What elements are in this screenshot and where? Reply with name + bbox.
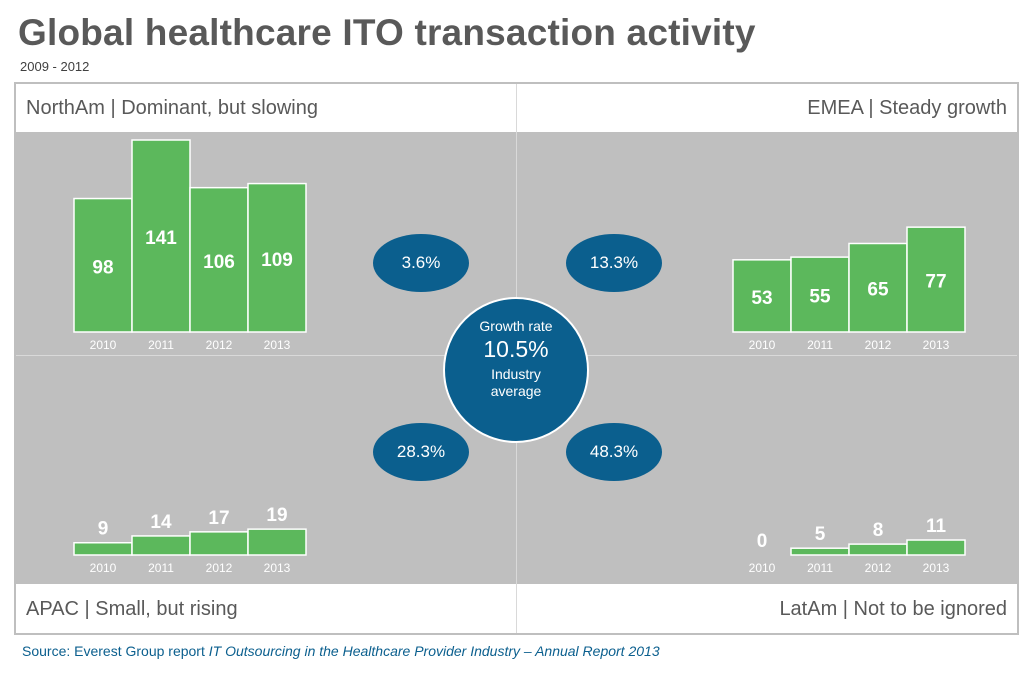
value-label-2013: 11 [926,516,947,537]
value-label-2013: 19 [266,505,287,526]
category-label-2013: 2013 [923,561,950,575]
value-label-2010: 98 [92,257,113,278]
average-label: average [490,383,542,399]
value-label-2010: 9 [98,519,109,540]
bar-2012 [189,531,249,556]
value-label-2012: 8 [873,520,884,541]
value-label-2011: 141 [145,228,177,249]
category-label-2012: 2012 [206,338,233,352]
industry-average-circle: Growth rate 10.5% Industry average [443,297,589,443]
value-label-2012: 65 [867,280,889,301]
growth-rate-label: Growth rate [479,318,553,334]
category-label-2011: 2011 [807,338,833,352]
emea-heading: EMEA | Steady growth [517,84,1017,132]
category-label-2011: 2011 [148,561,174,575]
industry-average-label: Industry average [445,366,587,400]
bar-2012 [189,186,249,333]
latam-chart: 0 2010 5 2011 8 2012 11 2013 [749,516,966,575]
value-label-2011: 5 [815,524,826,545]
emea-growth-bubble: 13.3% [566,234,662,292]
category-label-2013: 2013 [264,338,291,352]
bar-2013 [906,226,966,333]
value-label-2011: 14 [150,512,172,533]
apac-heading: APAC | Small, but rising [16,585,516,633]
northam-growth-bubble: 3.6% [373,234,469,292]
category-label-2010: 2010 [749,561,776,575]
value-label-2012: 106 [203,252,235,273]
category-label-2012: 2012 [206,561,233,575]
page-title: Global healthcare ITO transaction activi… [18,12,756,53]
value-label-2010: 53 [751,288,772,309]
category-label-2011: 2011 [807,561,833,575]
source-title: IT Outsourcing in the Healthcare Provide… [208,643,660,659]
value-label-2013: 109 [261,250,293,271]
industry-label: Industry [491,366,541,382]
bar-2012 [848,543,908,556]
bar-2012 [848,242,908,333]
apac-chart: 9 2010 14 2011 17 2012 19 2013 [73,505,307,575]
category-label-2010: 2010 [749,338,776,352]
northam-heading: NorthAm | Dominant, but slowing [16,84,516,132]
northam-chart: 98 2010 141 2011 106 2012 109 2013 [73,139,307,352]
category-label-2013: 2013 [923,338,950,352]
bar-2013 [247,182,307,333]
bar-2010 [73,541,133,556]
value-label-2013: 77 [925,272,946,293]
page-subtitle: 2009 - 2012 [20,59,90,74]
source-prefix: Source: Everest Group report [22,643,209,659]
value-label-2011: 55 [809,287,831,308]
latam-growth-bubble: 48.3% [566,423,662,481]
bar-2011 [790,547,850,556]
emea-chart: 53 2010 55 2011 65 2012 77 2013 [732,226,966,352]
bar-2011 [131,535,191,556]
bar-2011 [790,256,850,333]
latam-heading: LatAm | Not to be ignored [517,585,1017,633]
chart-frame [14,82,1019,635]
value-label-2010: 0 [757,531,768,552]
category-label-2010: 2010 [90,561,117,575]
growth-rate-value: 10.5% [483,336,549,362]
category-label-2013: 2013 [264,561,291,575]
bar-2013 [247,528,307,556]
source-note: Source: Everest Group report IT Outsourc… [22,643,660,659]
value-label-2012: 17 [208,508,229,529]
category-label-2012: 2012 [865,338,892,352]
apac-growth-bubble: 28.3% [373,423,469,481]
category-label-2012: 2012 [865,561,892,575]
category-label-2011: 2011 [148,338,174,352]
category-label-2010: 2010 [90,338,117,352]
bar-2013 [906,539,966,556]
